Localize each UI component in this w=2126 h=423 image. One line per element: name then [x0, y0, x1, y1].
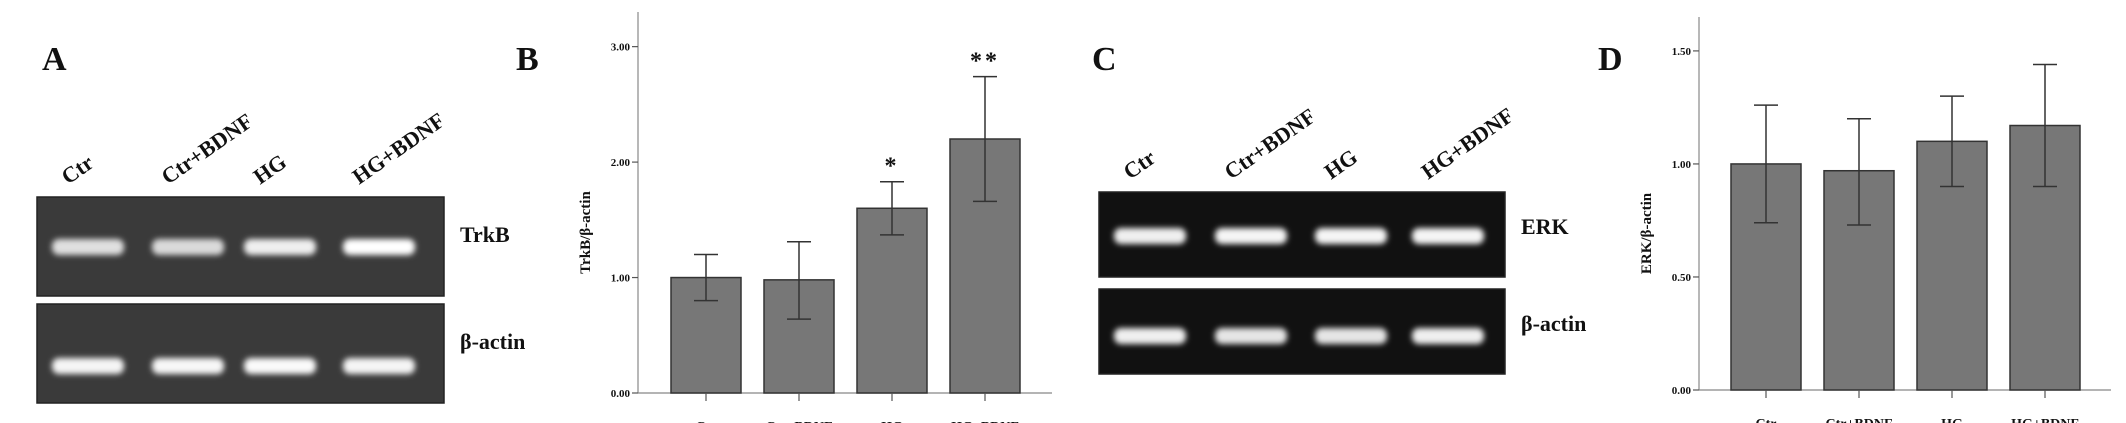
y-tick-label: 1.00: [1672, 159, 1692, 171]
y-axis-label: TrkB/β-actin: [578, 191, 594, 274]
gel-band: [52, 358, 124, 374]
y-axis-label: ERK/β-actin: [1639, 192, 1655, 274]
lane-label: Ctr: [1119, 145, 1161, 185]
gel-band: [244, 239, 316, 255]
lane-label: HG: [1320, 144, 1362, 184]
panel-letter-a: A: [42, 41, 67, 78]
lane-label: Ctr+BDNF: [157, 108, 258, 189]
significance-marker: **: [970, 49, 1000, 75]
row-label: β-actin: [1521, 311, 1586, 336]
significance-marker: *: [885, 154, 900, 180]
gel-band: [343, 358, 415, 374]
gel-band: [244, 358, 316, 374]
gel-band: [1315, 328, 1387, 344]
x-tick-label: Ctr+BDNF: [1825, 417, 1892, 423]
y-tick-label: 1.50: [1672, 46, 1692, 58]
gel-blot: [36, 303, 445, 404]
panel-letter-c: C: [1092, 41, 1117, 78]
lane-label: HG+BDNF: [348, 107, 450, 189]
gel-band: [1412, 228, 1484, 244]
x-tick-label: HG+BDNF: [951, 420, 1019, 423]
y-tick-label: 3.00: [611, 42, 631, 54]
y-tick-label: 1.00: [611, 273, 631, 285]
bar-chart-b: 0.00 1.00 2.00 3.00 TrkB/β-actin Ctr Ctr+BDNF H…: [578, 12, 1052, 423]
lane-label: Ctr: [57, 150, 99, 190]
gel-band: [152, 239, 224, 255]
panel-letter-d: D: [1598, 41, 1623, 78]
lane-label: HG: [249, 149, 291, 189]
gel-band: [1114, 328, 1186, 344]
bar: [856, 207, 928, 394]
lane-label: Ctr+BDNF: [1220, 103, 1321, 184]
y-tick-label: 0.00: [1672, 385, 1692, 397]
x-tick-label: Ctr: [696, 420, 717, 423]
gel-band: [1215, 228, 1287, 244]
gel-band: [343, 239, 415, 255]
x-tick-label: Ctr+BDNF: [765, 420, 832, 423]
row-label: ERK: [1521, 214, 1569, 239]
x-tick-label: HG: [1941, 417, 1963, 423]
y-tick-label: 2.00: [611, 157, 631, 169]
gel-band: [1412, 328, 1484, 344]
gel-band: [1315, 228, 1387, 244]
row-label: β-actin: [460, 329, 525, 354]
row-label: TrkB: [460, 222, 510, 247]
x-tick-label: HG: [881, 420, 903, 423]
x-tick-label: Ctr: [1756, 417, 1777, 423]
x-tick-label: HG+BDNF: [2011, 417, 2079, 423]
panel-letter-b: B: [516, 41, 539, 78]
gel-band: [1114, 228, 1186, 244]
gel-band: [1215, 328, 1287, 344]
y-tick-label: 0.00: [611, 388, 631, 400]
lane-label: HG+BDNF: [1417, 102, 1519, 184]
y-tick-label: 0.50: [1672, 272, 1692, 284]
gel-panel-c: Ctr Ctr+BDNF HG HG+BDNF ERK β-actin: [1098, 102, 1586, 375]
gel-band: [52, 239, 124, 255]
bar-chart-d: 0.00 0.50 1.00 1.50 ERK/β-actin Ctr Ctr+BDNF HG…: [1639, 17, 2111, 423]
gel-band: [152, 358, 224, 374]
